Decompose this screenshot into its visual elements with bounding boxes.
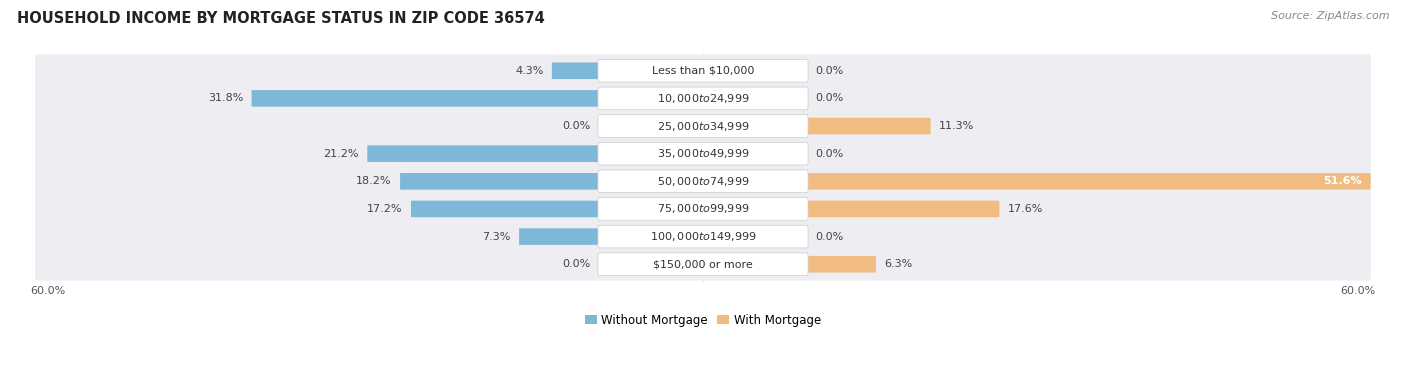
Text: 7.3%: 7.3% [482, 232, 510, 242]
Text: Less than $10,000: Less than $10,000 [652, 66, 754, 76]
Text: Source: ZipAtlas.com: Source: ZipAtlas.com [1271, 11, 1389, 21]
FancyBboxPatch shape [401, 173, 600, 190]
Text: 0.0%: 0.0% [815, 149, 844, 159]
FancyBboxPatch shape [35, 54, 1371, 87]
FancyBboxPatch shape [35, 193, 1371, 225]
Text: $25,000 to $34,999: $25,000 to $34,999 [657, 119, 749, 133]
Text: 51.6%: 51.6% [1323, 176, 1361, 186]
FancyBboxPatch shape [411, 201, 600, 217]
FancyBboxPatch shape [35, 220, 1371, 253]
Text: 0.0%: 0.0% [815, 232, 844, 242]
Text: 0.0%: 0.0% [562, 121, 591, 131]
FancyBboxPatch shape [35, 248, 1371, 280]
Text: 0.0%: 0.0% [815, 93, 844, 104]
Text: 21.2%: 21.2% [323, 149, 359, 159]
FancyBboxPatch shape [519, 228, 600, 245]
Text: $35,000 to $49,999: $35,000 to $49,999 [657, 147, 749, 160]
FancyBboxPatch shape [598, 143, 808, 165]
FancyBboxPatch shape [806, 256, 876, 273]
Text: $100,000 to $149,999: $100,000 to $149,999 [650, 230, 756, 243]
FancyBboxPatch shape [553, 62, 600, 79]
Text: 0.0%: 0.0% [815, 66, 844, 76]
Text: $150,000 or more: $150,000 or more [654, 259, 752, 269]
FancyBboxPatch shape [598, 87, 808, 110]
FancyBboxPatch shape [598, 253, 808, 276]
Text: 17.6%: 17.6% [1008, 204, 1043, 214]
Text: $75,000 to $99,999: $75,000 to $99,999 [657, 203, 749, 215]
FancyBboxPatch shape [598, 59, 808, 82]
FancyBboxPatch shape [367, 146, 600, 162]
FancyBboxPatch shape [806, 173, 1371, 190]
Text: 11.3%: 11.3% [939, 121, 974, 131]
Text: 6.3%: 6.3% [884, 259, 912, 269]
FancyBboxPatch shape [35, 110, 1371, 143]
FancyBboxPatch shape [35, 137, 1371, 170]
Text: $50,000 to $74,999: $50,000 to $74,999 [657, 175, 749, 188]
Text: 4.3%: 4.3% [515, 66, 544, 76]
Text: HOUSEHOLD INCOME BY MORTGAGE STATUS IN ZIP CODE 36574: HOUSEHOLD INCOME BY MORTGAGE STATUS IN Z… [17, 11, 544, 26]
FancyBboxPatch shape [35, 165, 1371, 198]
Text: $10,000 to $24,999: $10,000 to $24,999 [657, 92, 749, 105]
FancyBboxPatch shape [598, 115, 808, 137]
FancyBboxPatch shape [252, 90, 600, 107]
Text: 18.2%: 18.2% [356, 176, 392, 186]
Text: 17.2%: 17.2% [367, 204, 402, 214]
FancyBboxPatch shape [806, 118, 931, 134]
FancyBboxPatch shape [35, 82, 1371, 115]
FancyBboxPatch shape [598, 198, 808, 220]
FancyBboxPatch shape [598, 225, 808, 248]
Legend: Without Mortgage, With Mortgage: Without Mortgage, With Mortgage [585, 314, 821, 327]
FancyBboxPatch shape [598, 170, 808, 193]
Text: 0.0%: 0.0% [562, 259, 591, 269]
Text: 31.8%: 31.8% [208, 93, 243, 104]
FancyBboxPatch shape [806, 201, 1000, 217]
